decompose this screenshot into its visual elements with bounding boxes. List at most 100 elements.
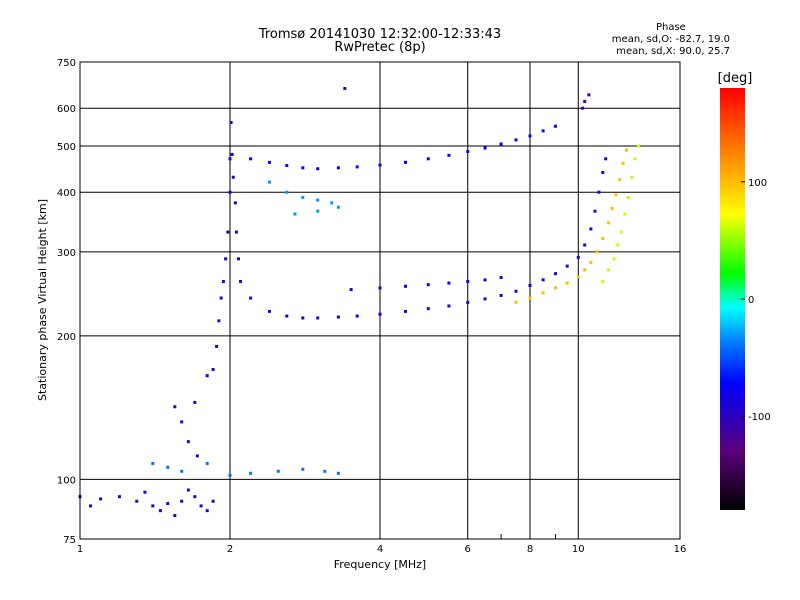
- data-point: [151, 461, 155, 465]
- data-point: [528, 283, 532, 287]
- data-point: [466, 279, 470, 283]
- y-tick-label: 400: [57, 188, 76, 199]
- data-point: [173, 405, 177, 409]
- colorbar-tick-label: 100: [748, 178, 767, 189]
- colorbar-ticks: 100 0 -100: [741, 178, 771, 423]
- colorbar: [720, 88, 745, 510]
- data-point: [403, 309, 407, 313]
- data-point: [193, 400, 197, 404]
- data-point: [186, 488, 190, 492]
- data-point: [215, 344, 219, 348]
- data-point: [355, 165, 359, 169]
- data-point: [528, 296, 532, 300]
- data-point: [267, 160, 271, 164]
- data-point: [447, 281, 451, 285]
- data-point: [349, 288, 353, 292]
- y-tick-label: 750: [57, 58, 76, 69]
- x-tick-label: 4: [377, 544, 383, 555]
- y-axis-label: Stationary phase Virtual Height [km]: [36, 199, 49, 401]
- data-point: [239, 279, 243, 283]
- data-point: [117, 495, 121, 499]
- data-point: [228, 157, 232, 161]
- data-point: [514, 300, 518, 304]
- phase-stats-x: mean, sd,X: 90.0, 25.7: [616, 46, 730, 57]
- data-point: [447, 304, 451, 308]
- data-point: [336, 205, 340, 209]
- data-point: [553, 272, 557, 276]
- data-point: [301, 166, 305, 170]
- data-point: [403, 160, 407, 164]
- x-tick-label: 6: [465, 544, 471, 555]
- data-point: [595, 250, 599, 254]
- data-point: [499, 142, 503, 146]
- data-point: [233, 201, 237, 205]
- data-point: [447, 153, 451, 157]
- data-point: [228, 473, 232, 477]
- data-point: [205, 509, 209, 513]
- data-point: [587, 93, 591, 97]
- data-point: [224, 257, 228, 261]
- data-point: [323, 469, 327, 473]
- data-point: [483, 297, 487, 301]
- data-point: [426, 307, 430, 311]
- data-point: [336, 471, 340, 475]
- data-point: [607, 268, 611, 272]
- data-point: [601, 236, 605, 240]
- data-point: [466, 149, 470, 153]
- data-point: [483, 146, 487, 150]
- data-point: [199, 504, 203, 508]
- data-point: [626, 195, 630, 199]
- data-point: [621, 161, 625, 165]
- data-point: [565, 264, 569, 268]
- data-point: [583, 243, 587, 247]
- data-point: [633, 157, 637, 161]
- data-point: [173, 514, 177, 518]
- data-point: [226, 230, 230, 234]
- phase-stats-o: mean, sd,O: -82.7, 19.0: [611, 34, 730, 45]
- phase-stats: Phase mean, sd,O: -82.7, 19.0 mean, sd,X…: [612, 22, 730, 58]
- chart-subtitle: RwPretec (8p): [334, 40, 426, 55]
- data-point: [301, 195, 305, 199]
- data-point: [316, 167, 320, 171]
- data-point: [285, 164, 289, 168]
- data-point: [151, 504, 155, 508]
- data-point: [211, 367, 215, 371]
- data-point: [195, 454, 199, 458]
- data-point: [541, 129, 545, 133]
- data-point: [143, 490, 147, 494]
- plot-frame: [79, 61, 681, 540]
- data-point: [135, 499, 139, 503]
- data-point: [378, 163, 382, 167]
- data-point: [343, 86, 347, 90]
- data-point: [565, 281, 569, 285]
- data-point: [249, 157, 253, 161]
- data-point: [355, 314, 359, 318]
- data-point: [228, 190, 232, 194]
- data-point: [612, 257, 616, 261]
- data-point: [589, 260, 593, 264]
- data-point: [186, 440, 190, 444]
- data-point: [630, 175, 634, 179]
- data-point: [229, 121, 233, 125]
- data-point: [301, 316, 305, 320]
- data-point: [541, 278, 545, 282]
- x-tick-label: 10: [572, 544, 585, 555]
- data-point: [597, 190, 601, 194]
- data-point: [293, 212, 297, 216]
- data-point: [576, 255, 580, 259]
- data-point: [267, 180, 271, 184]
- y-tick-label: 500: [57, 142, 76, 153]
- data-point: [553, 286, 557, 290]
- data-point: [180, 499, 184, 503]
- data-point: [249, 471, 253, 475]
- colorbar-label: [deg]: [718, 71, 753, 86]
- axis-ticks: 1 2 4 6 8 10 16 75 100 200 300 400 500 600 750: [57, 58, 686, 555]
- data-point: [285, 314, 289, 318]
- data-point: [607, 221, 611, 225]
- data-point: [618, 178, 622, 182]
- data-point: [553, 124, 557, 128]
- data-point: [211, 499, 215, 503]
- data-point: [231, 175, 235, 179]
- x-tick-label: 8: [527, 544, 533, 555]
- data-point: [499, 293, 503, 297]
